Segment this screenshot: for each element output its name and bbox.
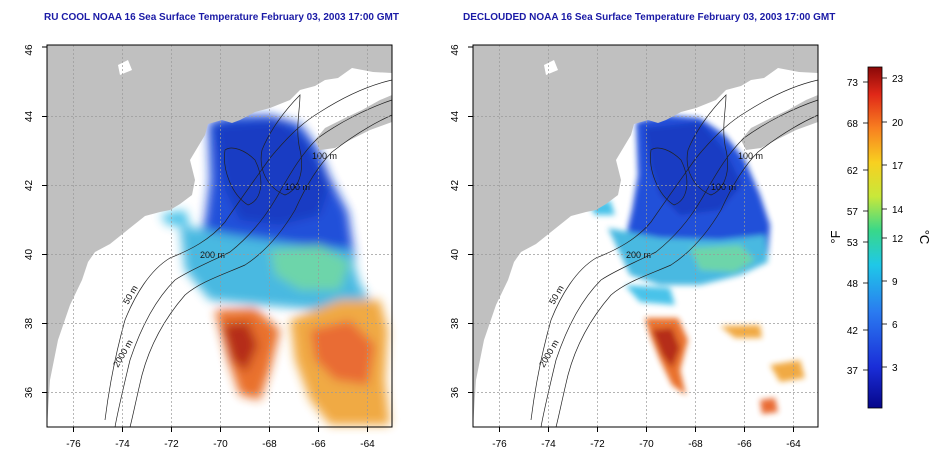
x-tick-label: -70 — [213, 439, 228, 450]
colorbar-c-tick: 3 — [892, 363, 898, 374]
y-tick-label: 36 — [24, 387, 35, 399]
coastline-left — [47, 45, 392, 427]
y-tick-label: 40 — [450, 249, 461, 261]
colorbar-c-label: °C — [917, 230, 932, 245]
colorbar-f-tick: 62 — [847, 166, 859, 177]
x-tick-label: -74 — [541, 439, 556, 450]
graticule-left — [47, 45, 392, 427]
y-tick-label: 44 — [450, 111, 461, 123]
contour-label: 100 m — [738, 151, 763, 161]
colorbar-f-tick: 73 — [847, 78, 859, 89]
colorbar-c-tick: 23 — [892, 74, 904, 85]
map-border — [472, 44, 819, 428]
x-tick-label: -70 — [639, 439, 654, 450]
y-tick-label: 46 — [24, 44, 35, 56]
x-tick-label: -68 — [262, 439, 277, 450]
colorbar-c-tick: 9 — [892, 277, 898, 288]
sst-field-right — [590, 115, 805, 414]
contour-label: 200 m — [200, 250, 225, 260]
right-map-panel: 100 m 100 m 200 m 50 m 2000 m — [450, 44, 819, 450]
colorbar-f-tick: 48 — [847, 279, 859, 290]
y-tick-label: 44 — [24, 111, 35, 123]
colorbar-c-tick: 6 — [892, 320, 898, 331]
colorbar-f-tick: 53 — [847, 238, 859, 249]
colorbar-c-tick: 14 — [892, 205, 904, 216]
contour-label: 100 m — [312, 151, 337, 161]
colorbar-c-tick: 12 — [892, 234, 904, 245]
x-tick-label: -66 — [737, 439, 752, 450]
temperature-colorbar: 73 68 62 57 53 48 42 37 23 20 17 14 12 9… — [828, 66, 932, 409]
sst-field-left — [160, 115, 390, 425]
colorbar-f-label: °F — [828, 230, 843, 243]
contour-label: 200 m — [626, 250, 651, 260]
left-map-title: RU COOL NOAA 16 Sea Surface Temperature … — [44, 12, 399, 23]
y-tick-label: 46 — [450, 44, 461, 56]
colorbar-f-tick: 37 — [847, 366, 859, 377]
x-tick-label: -76 — [492, 439, 507, 450]
colorbar-f-tick: 42 — [847, 326, 859, 337]
y-tick-label: 36 — [450, 387, 461, 399]
x-tick-label: -76 — [66, 439, 81, 450]
x-tick-label: -64 — [786, 439, 801, 450]
map-border — [46, 44, 393, 428]
colorbar-c-tick: 17 — [892, 161, 904, 172]
colorbar-f-tick: 68 — [847, 119, 859, 130]
y-tick-label: 42 — [450, 180, 461, 192]
x-tick-label: -68 — [688, 439, 703, 450]
x-tick-label: -64 — [360, 439, 375, 450]
y-tick-label: 38 — [450, 318, 461, 330]
left-map-panel: 100 m 100 m 200 m 50 m 2000 m — [24, 44, 393, 450]
x-tick-label: -72 — [590, 439, 605, 450]
contour-label: 100 m — [285, 182, 310, 192]
x-tick-label: -74 — [115, 439, 130, 450]
colorbar-c-tick: 20 — [892, 118, 904, 129]
right-map-title: DECLOUDED NOAA 16 Sea Surface Temperatur… — [463, 12, 836, 23]
coastline-right — [473, 45, 818, 427]
y-tick-label: 40 — [24, 249, 35, 261]
contour-label: 100 m — [711, 182, 736, 192]
x-tick-label: -72 — [164, 439, 179, 450]
bathymetry-contours-right — [530, 79, 819, 428]
bathymetry-contours-left — [104, 79, 393, 428]
y-tick-label: 38 — [24, 318, 35, 330]
colorbar-f-tick: 57 — [847, 207, 859, 218]
graticule-right — [473, 45, 818, 427]
colorbar-gradient — [867, 66, 883, 409]
x-tick-label: -66 — [311, 439, 326, 450]
y-tick-label: 42 — [24, 180, 35, 192]
